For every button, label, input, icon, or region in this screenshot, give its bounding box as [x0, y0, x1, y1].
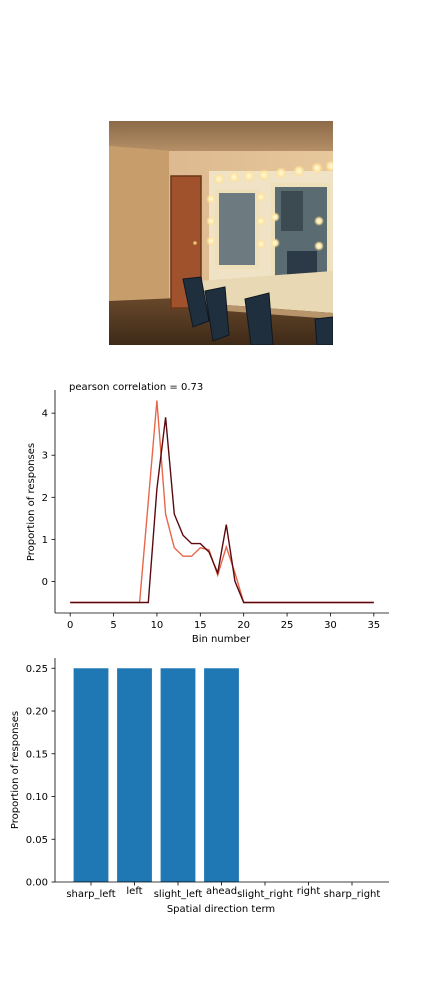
x-tick-label: sharp_right [324, 889, 381, 900]
x-axis-label: Spatial direction term [167, 904, 275, 915]
x-tick-label: 30 [324, 620, 337, 631]
x-tick-label: 15 [194, 620, 207, 631]
x-axis-label: Bin number [192, 634, 251, 642]
y-axis-label: Proportion of responses [10, 711, 21, 829]
line-series-group [70, 400, 374, 604]
line-series-1 [70, 400, 374, 604]
x-tick-label: right [297, 886, 321, 897]
line-series-2 [70, 417, 374, 604]
bar-group [73, 668, 239, 882]
y-tick-label: 0 [42, 577, 48, 588]
x-tick-label: 35 [367, 620, 380, 631]
x-tick-label: 20 [237, 620, 250, 631]
y-tick-label: 0.25 [26, 664, 48, 675]
y-tick-label: 1 [42, 535, 48, 546]
x-tick-label: 5 [110, 620, 116, 631]
y-tick-label: 0.00 [26, 878, 48, 889]
x-tick-label: left [126, 886, 142, 897]
bar-left [117, 668, 152, 882]
x-ticks: 0 5 10 15 20 25 30 35 [67, 613, 380, 631]
x-tick-label: sharp_left [66, 889, 115, 900]
y-tick-label: 3 [42, 451, 48, 462]
bar-axes [54, 658, 389, 883]
y-tick-label: 0.15 [26, 749, 48, 760]
line-axes [54, 390, 389, 614]
y-tick-label: 2 [42, 493, 48, 504]
dressing-room-photo [109, 121, 333, 345]
y-tick-label: 0.20 [26, 707, 48, 718]
x-ticks: sharp_left left slight_left ahead slight_rig… [66, 882, 380, 900]
y-tick-label: 0.10 [26, 792, 48, 803]
chart-title: pearson correlation = 0.73 [69, 382, 203, 393]
x-tick-label: 25 [281, 620, 294, 631]
x-tick-label: slight_left [154, 889, 203, 900]
y-ticks: 0.00 0.05 0.10 0.15 0.20 0.25 [26, 664, 55, 889]
x-tick-label: 10 [151, 620, 164, 631]
x-tick-label: slight_right [237, 889, 293, 900]
bar-slight_left [160, 668, 196, 882]
y-tick-label: 4 [42, 409, 48, 420]
y-axis-label: Proportion of responses [26, 443, 37, 561]
x-tick-label: ahead [206, 886, 237, 897]
y-tick-label: 0.05 [26, 835, 48, 846]
y-ticks: 0 1 2 3 4 [42, 409, 55, 588]
bar-ahead [204, 668, 239, 882]
bar-chart: sharp_left left slight_left ahead slight_rig… [10, 658, 389, 915]
line-chart: pearson correlation = 0.73 0 5 10 15 20 25 30 3… [26, 382, 389, 642]
bar-sharp_left [73, 668, 109, 882]
x-tick-label: 0 [67, 620, 73, 631]
